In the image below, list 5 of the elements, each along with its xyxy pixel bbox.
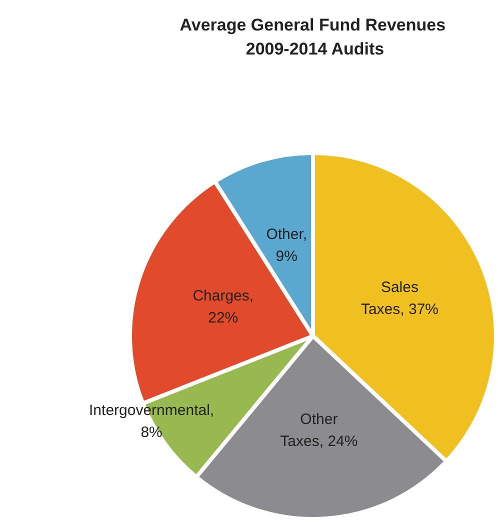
chart-title: Average General Fund Revenues 2009-2014 Audits: [180, 16, 450, 58]
slice-label: Other Taxes, 24%: [280, 410, 358, 450]
slice-label: Charges, 22%: [192, 287, 254, 326]
slice-label: Other, 9%: [266, 226, 308, 265]
slice-label: Sales Taxes, 37%: [360, 278, 438, 318]
